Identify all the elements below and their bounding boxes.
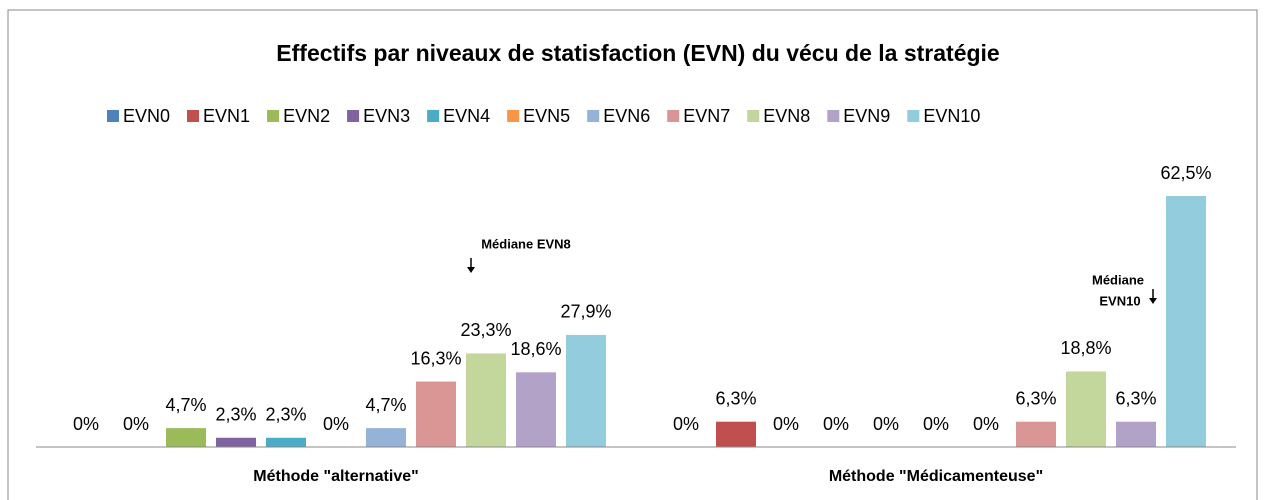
data-label: 6,3% <box>715 388 756 408</box>
bar <box>416 381 456 447</box>
data-label: 6,3% <box>1115 388 1156 408</box>
bar <box>366 428 406 447</box>
bar <box>166 428 206 447</box>
legend-swatch <box>907 110 920 122</box>
data-label: 18,6% <box>510 339 561 359</box>
annotation-arrow <box>1149 289 1157 304</box>
annotation: Médiane EVN8 <box>481 236 571 251</box>
data-label: 27,9% <box>560 302 611 322</box>
legend-label: EVN7 <box>683 106 730 126</box>
chart-title: Effectifs par niveaux de statisfaction (… <box>276 40 999 66</box>
legend-swatch <box>827 110 840 122</box>
legend-label: EVN9 <box>843 106 890 126</box>
bar <box>466 353 506 447</box>
data-label: 0% <box>973 414 999 434</box>
legend-swatch <box>587 110 600 122</box>
x-tick-label: Méthode "Médicamenteuse" <box>829 468 1043 485</box>
data-label: 0% <box>923 414 949 434</box>
data-label: 0% <box>773 414 799 434</box>
legend-swatch <box>667 110 680 122</box>
data-label: 0% <box>73 414 99 434</box>
data-label: 16,3% <box>410 348 461 368</box>
legend-swatch <box>107 110 119 122</box>
data-label: 0% <box>873 414 899 434</box>
data-label: 4,7% <box>365 395 406 415</box>
legend-label: EVN5 <box>523 106 570 126</box>
data-label: 0% <box>673 414 699 434</box>
legend-label: EVN2 <box>283 106 330 126</box>
bar <box>1016 421 1056 447</box>
bar <box>1116 421 1156 447</box>
legend-swatch <box>347 110 360 122</box>
legend-label: EVN10 <box>923 106 980 126</box>
legend-swatch <box>187 110 200 122</box>
legend-label: EVN8 <box>763 106 810 126</box>
bar <box>1166 196 1206 447</box>
data-label: 23,3% <box>460 320 511 340</box>
legend-label: EVN6 <box>603 106 650 126</box>
data-label: 0% <box>123 414 149 434</box>
legend-swatch <box>507 110 520 122</box>
legend-label: EVN3 <box>363 106 410 126</box>
annotation: EVN10 <box>1099 293 1140 308</box>
data-label: 18,8% <box>1060 338 1111 358</box>
data-label: 4,7% <box>165 395 206 415</box>
bar <box>216 437 256 447</box>
data-label: 0% <box>323 414 349 434</box>
annotation: Médiane <box>1092 272 1144 287</box>
data-label: 0% <box>823 414 849 434</box>
legend-label: EVN1 <box>203 106 250 126</box>
legend-label: EVN4 <box>443 106 490 126</box>
legend-swatch <box>747 110 760 122</box>
x-tick-label: Méthode "alternative" <box>253 468 418 485</box>
bar <box>516 372 556 447</box>
chart-frame <box>7 9 1258 500</box>
bar <box>266 437 306 447</box>
data-label: 62,5% <box>1160 163 1211 183</box>
legend-swatch <box>267 110 280 122</box>
annotation-arrow <box>467 258 475 273</box>
legend-label: EVN0 <box>123 106 170 126</box>
data-label: 2,3% <box>215 405 256 425</box>
bar <box>566 334 606 447</box>
data-label: 6,3% <box>1015 388 1056 408</box>
data-label: 2,3% <box>265 405 306 425</box>
bar <box>1066 371 1106 447</box>
legend-swatch <box>427 110 440 122</box>
bar <box>716 421 756 447</box>
